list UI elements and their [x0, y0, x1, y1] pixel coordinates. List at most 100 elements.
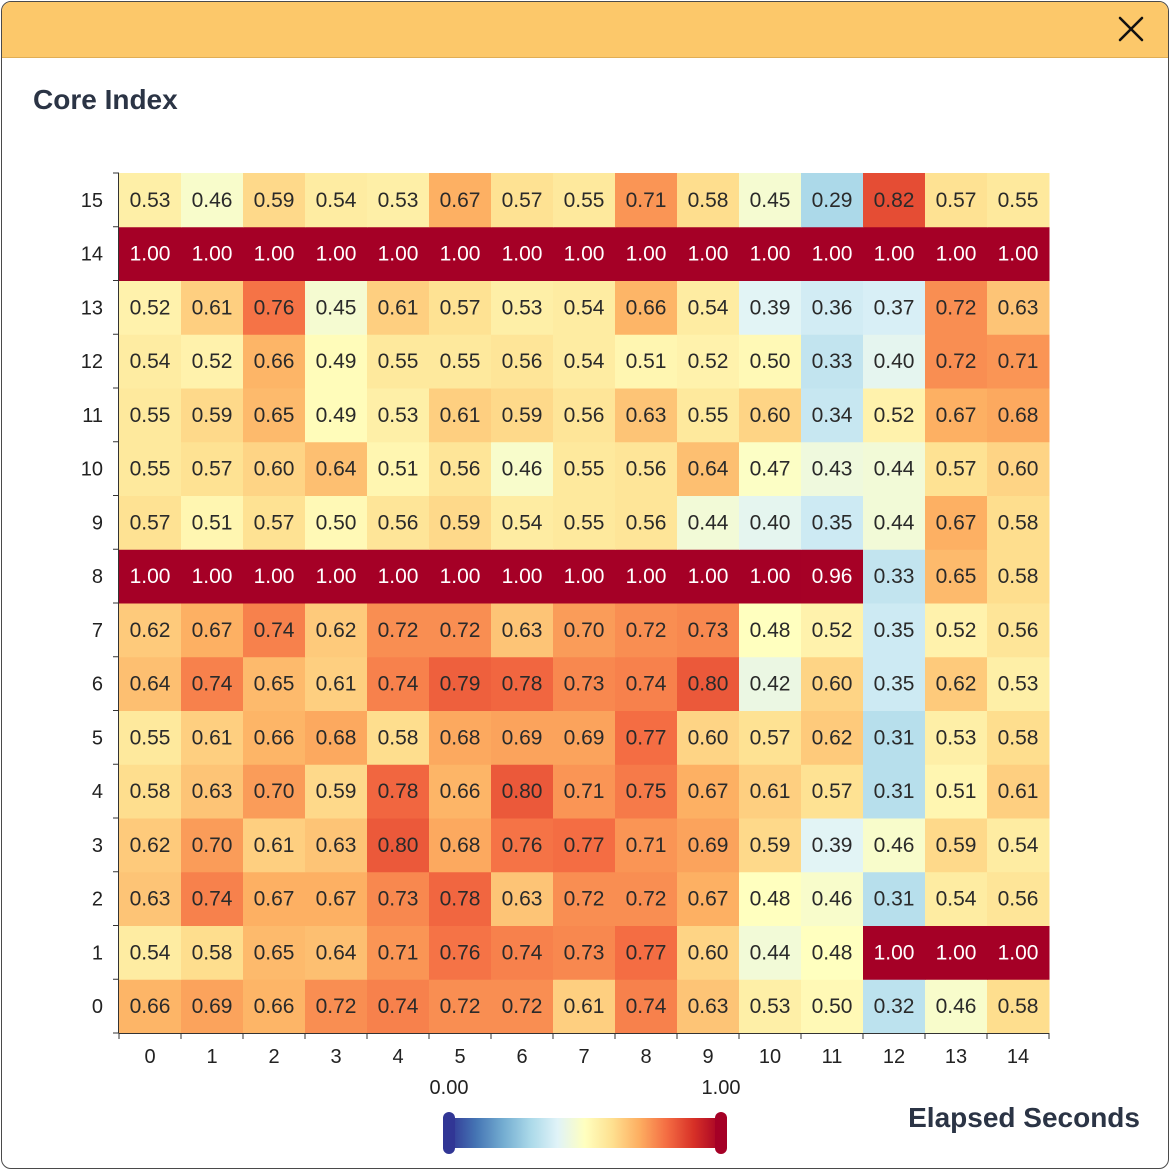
- cell-value-label: 0.54: [502, 511, 543, 534]
- cell-value-label: 0.74: [502, 941, 543, 964]
- cell-value-label: 1.00: [192, 243, 233, 266]
- heatmap-cell: [615, 871, 678, 926]
- cell-value-label: 0.60: [750, 404, 791, 427]
- heatmap-cell: [801, 818, 864, 873]
- colorbar-min-handle[interactable]: [443, 1112, 455, 1154]
- heatmap-cell: [801, 925, 864, 980]
- cell-value-label: 0.63: [130, 888, 171, 911]
- y-tick-label: 1: [92, 942, 103, 964]
- heatmap-cell: [491, 656, 554, 711]
- cell-value-label: 0.65: [254, 673, 295, 696]
- heatmap-cell: [615, 925, 678, 980]
- heatmap-cell: [987, 603, 1050, 658]
- colorbar-max-handle[interactable]: [715, 1112, 727, 1154]
- heatmap-cell: [615, 603, 678, 658]
- cell-value-label: 0.69: [502, 726, 543, 749]
- x-tick-label: 3: [330, 1046, 341, 1068]
- heatmap-cell: [243, 710, 306, 765]
- cell-value-label: 0.55: [564, 189, 605, 212]
- cell-value-label: 1.00: [812, 243, 853, 266]
- y-tick-label: 11: [82, 405, 103, 427]
- heatmap-cell: [181, 656, 244, 711]
- x-tick-label: 8: [640, 1046, 651, 1068]
- heatmap-cell: [119, 441, 182, 496]
- cell-value-label: 0.45: [750, 189, 791, 212]
- heatmap-cell: [181, 925, 244, 980]
- heatmap-cell: [739, 441, 802, 496]
- cell-value-label: 0.68: [998, 404, 1039, 427]
- cell-value-label: 0.65: [254, 404, 295, 427]
- cell-value-label: 0.60: [688, 941, 729, 964]
- cell-value-label: 0.74: [378, 995, 419, 1018]
- heatmap-cell: [739, 925, 802, 980]
- x-tick-label: 9: [702, 1046, 713, 1068]
- cell-value-label: 1.00: [378, 243, 419, 266]
- cell-value-label: 0.61: [440, 404, 481, 427]
- colorbar-min-label: 0.00: [430, 1077, 469, 1099]
- cell-value-label: 0.39: [812, 834, 853, 857]
- cell-value-label: 0.46: [874, 834, 915, 857]
- heatmap-cell: [119, 173, 182, 228]
- cell-value-label: 0.61: [192, 726, 233, 749]
- heatmap-cell: [181, 818, 244, 873]
- heatmap-cell: [801, 226, 864, 281]
- heatmap-cell: [553, 280, 616, 335]
- legend-title: Elapsed Seconds: [908, 1102, 1140, 1133]
- cell-value-label: 0.58: [998, 511, 1039, 534]
- cell-value-label: 0.78: [378, 780, 419, 803]
- cell-value-label: 0.61: [998, 780, 1039, 803]
- x-tick-label: 10: [759, 1046, 781, 1068]
- heatmap-cell: [429, 656, 492, 711]
- cell-value-label: 0.68: [440, 834, 481, 857]
- heatmap-cell: [801, 549, 864, 604]
- cell-value-label: 0.54: [130, 350, 171, 373]
- cell-value-label: 0.72: [378, 619, 419, 642]
- heatmap-cell: [801, 495, 864, 550]
- cell-value-label: 0.78: [440, 888, 481, 911]
- y-tick-label: 2: [92, 889, 103, 911]
- y-tick-label: 12: [81, 351, 103, 373]
- heatmap-cell: [925, 764, 988, 819]
- heatmap-cell: [801, 441, 864, 496]
- cell-value-label: 0.74: [626, 673, 667, 696]
- cell-value-label: 0.75: [626, 780, 667, 803]
- cell-value-label: 0.71: [626, 189, 667, 212]
- cell-value-label: 0.44: [750, 941, 791, 964]
- heatmap-cell: [925, 979, 988, 1034]
- cell-value-label: 0.78: [502, 673, 543, 696]
- cell-value-label: 0.44: [874, 511, 915, 534]
- heatmap-cell: [491, 710, 554, 765]
- cell-value-label: 0.54: [130, 941, 171, 964]
- cell-value-label: 0.61: [192, 296, 233, 319]
- heatmap-cell: [739, 173, 802, 228]
- cell-value-label: 0.56: [998, 888, 1039, 911]
- cell-value-label: 0.51: [626, 350, 667, 373]
- heatmap-cell: [243, 280, 306, 335]
- cell-value-label: 1.00: [316, 243, 357, 266]
- heatmap-cell: [367, 495, 430, 550]
- cell-value-label: 0.73: [564, 941, 605, 964]
- heatmap-cell: [553, 818, 616, 873]
- cell-value-label: 0.56: [440, 458, 481, 481]
- heatmap-cell: [491, 280, 554, 335]
- cell-value-label: 0.67: [254, 888, 295, 911]
- heatmap-cell: [677, 549, 740, 604]
- heatmap-cell: [119, 226, 182, 281]
- cell-value-label: 0.34: [812, 404, 853, 427]
- heatmap-cell: [429, 925, 492, 980]
- cell-value-label: 0.74: [192, 673, 233, 696]
- cell-value-label: 1.00: [750, 243, 791, 266]
- cell-value-label: 0.58: [192, 941, 233, 964]
- cell-value-label: 0.67: [936, 404, 977, 427]
- heatmap-cell: [553, 388, 616, 443]
- cell-value-label: 0.56: [626, 511, 667, 534]
- heatmap-cell: [367, 280, 430, 335]
- heatmap-cell: [429, 334, 492, 389]
- close-button[interactable]: [1116, 14, 1146, 44]
- heatmap-cell: [305, 818, 368, 873]
- heatmap-cell: [181, 710, 244, 765]
- heatmap-cell: [987, 226, 1050, 281]
- cell-value-label: 0.46: [936, 995, 977, 1018]
- cell-value-label: 0.49: [316, 350, 357, 373]
- colorbar-gradient: [449, 1118, 721, 1148]
